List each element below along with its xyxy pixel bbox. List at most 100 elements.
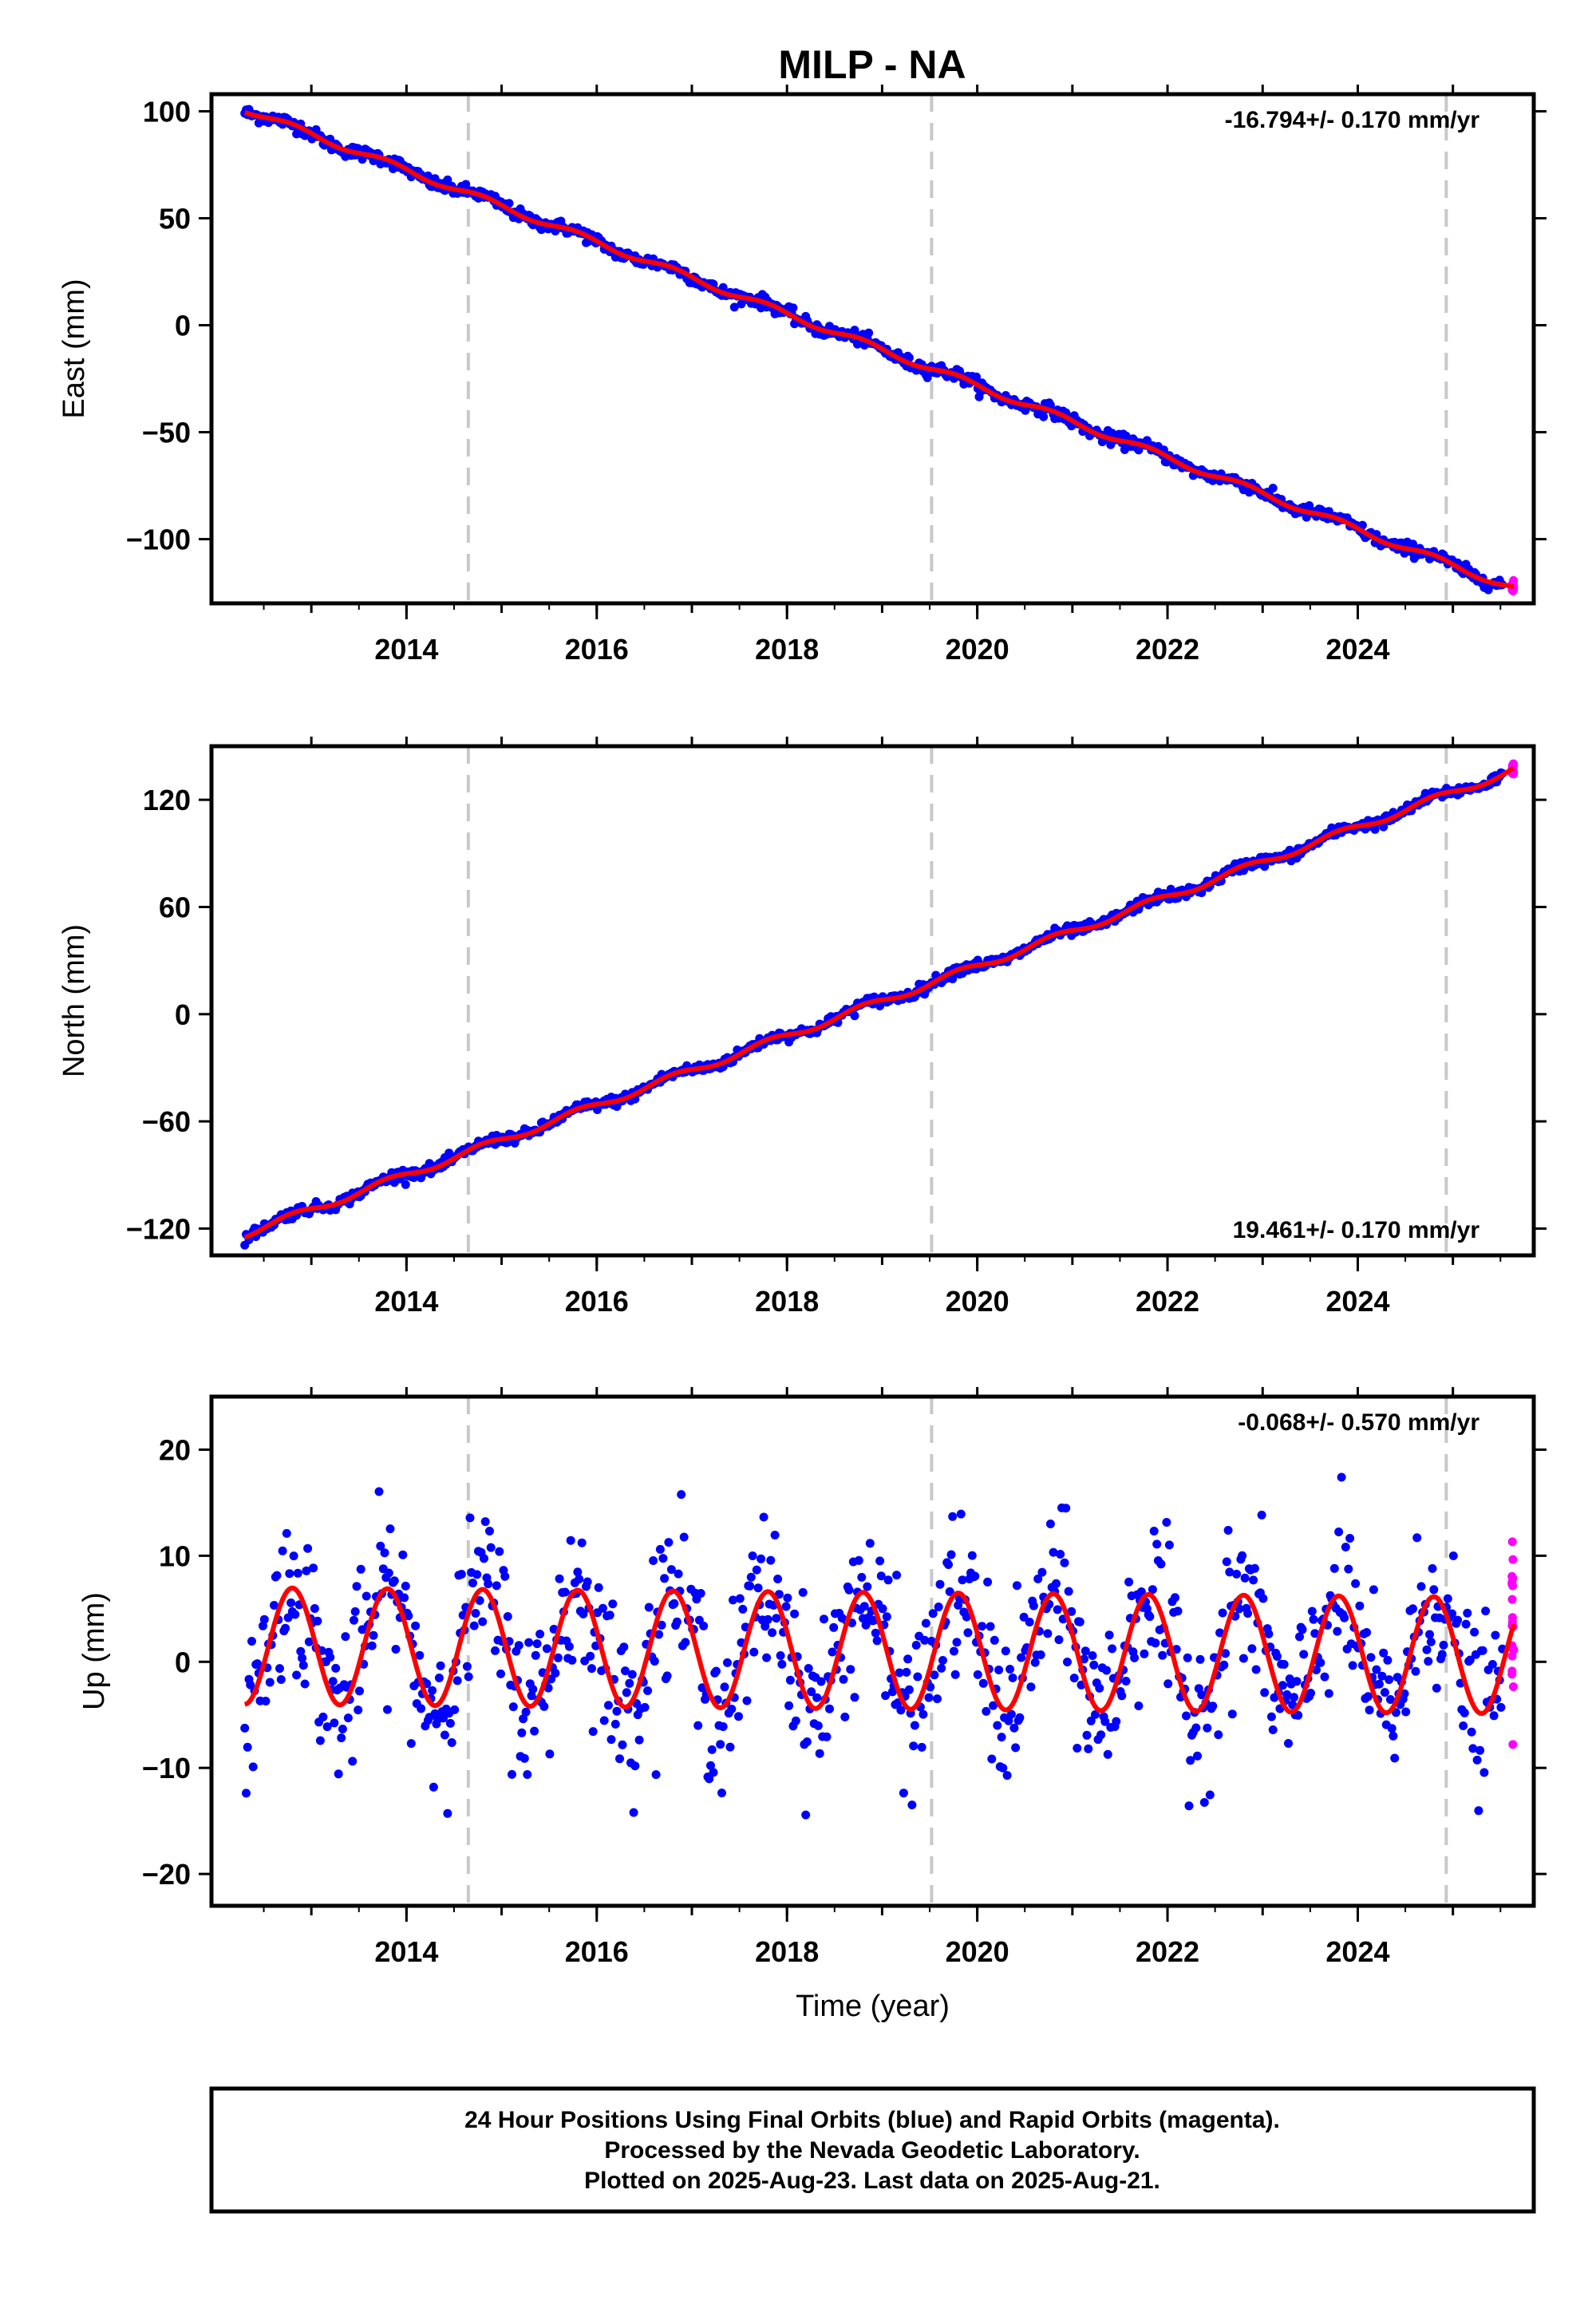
up-final-point bbox=[934, 1603, 943, 1611]
up-final-point bbox=[1496, 1702, 1506, 1712]
up-final-point bbox=[846, 1665, 855, 1674]
up-final-point bbox=[1011, 1743, 1021, 1753]
up-final-point bbox=[450, 1705, 460, 1714]
up-final-point bbox=[480, 1554, 488, 1563]
up-final-point bbox=[1377, 1671, 1387, 1681]
up-final-point bbox=[1247, 1644, 1257, 1654]
up-final-point bbox=[330, 1718, 339, 1728]
up-rapid-point bbox=[1508, 1555, 1518, 1564]
up-final-point bbox=[1329, 1563, 1339, 1573]
up-rapid-point bbox=[1507, 1666, 1517, 1676]
up-final-point bbox=[531, 1650, 540, 1660]
up-final-point bbox=[354, 1705, 363, 1715]
up-final-point bbox=[1448, 1551, 1458, 1560]
up-final-point bbox=[679, 1532, 689, 1542]
up-final-point bbox=[1250, 1563, 1259, 1573]
up-final-point bbox=[773, 1575, 783, 1583]
up-final-point bbox=[350, 1615, 358, 1625]
up-final-point bbox=[783, 1593, 792, 1603]
up-final-point bbox=[1235, 1604, 1244, 1614]
up-final-point bbox=[1163, 1679, 1173, 1689]
up-final-point bbox=[735, 1594, 745, 1603]
up-final-point bbox=[681, 1638, 690, 1647]
up-final-point bbox=[899, 1788, 908, 1798]
up-final-point bbox=[443, 1808, 452, 1818]
up-final-point bbox=[1437, 1650, 1447, 1659]
up-final-point bbox=[530, 1726, 539, 1736]
up-final-point bbox=[1088, 1651, 1097, 1660]
up-final-point bbox=[903, 1654, 913, 1664]
up-final-point bbox=[1369, 1585, 1378, 1595]
up-final-point bbox=[356, 1564, 365, 1574]
up-final-point bbox=[400, 1593, 409, 1603]
up-final-point bbox=[401, 1581, 410, 1591]
up-final-point bbox=[928, 1609, 938, 1618]
up-final-point bbox=[551, 1669, 560, 1678]
up-final-point bbox=[828, 1647, 837, 1657]
east-xtick-label: 2022 bbox=[1136, 633, 1199, 666]
up-final-point bbox=[1391, 1708, 1400, 1717]
up-final-point bbox=[706, 1761, 715, 1770]
up-frame bbox=[209, 1394, 1536, 1908]
up-ytick-label: −20 bbox=[142, 1858, 191, 1891]
up-final-point bbox=[1060, 1558, 1069, 1567]
up-final-point bbox=[545, 1749, 555, 1759]
up-final-point bbox=[978, 1678, 988, 1688]
up-final-point bbox=[768, 1628, 777, 1638]
up-final-point bbox=[1043, 1629, 1053, 1638]
up-final-point bbox=[1096, 1730, 1106, 1740]
up-final-point bbox=[1223, 1526, 1233, 1535]
up-final-point bbox=[1184, 1801, 1194, 1811]
up-final-point bbox=[993, 1721, 1002, 1730]
up-final-point bbox=[575, 1575, 584, 1584]
up-final-point bbox=[1453, 1615, 1463, 1625]
up-final-point bbox=[926, 1682, 935, 1692]
up-final-point bbox=[918, 1709, 928, 1719]
up-final-point bbox=[655, 1544, 665, 1554]
up-final-point bbox=[1067, 1607, 1077, 1616]
up-final-point bbox=[331, 1663, 341, 1673]
up-final-point bbox=[1416, 1582, 1426, 1591]
up-final-point bbox=[950, 1646, 958, 1656]
up-final-point bbox=[1095, 1683, 1104, 1693]
up-final-point bbox=[1380, 1688, 1389, 1697]
up-final-point bbox=[1385, 1675, 1394, 1685]
up-final-point bbox=[1197, 1690, 1207, 1700]
up-final-point bbox=[278, 1546, 287, 1555]
up-final-point bbox=[1439, 1640, 1448, 1650]
up-final-point bbox=[343, 1713, 353, 1723]
up-final-point bbox=[1278, 1681, 1287, 1690]
up-final-point bbox=[566, 1535, 575, 1545]
east-final-point bbox=[972, 372, 981, 381]
up-final-point bbox=[304, 1637, 314, 1646]
up-final-point bbox=[1411, 1666, 1420, 1676]
up-final-point bbox=[660, 1574, 670, 1583]
up-ytick-label: 10 bbox=[159, 1539, 191, 1572]
north-ytick-label: 60 bbox=[159, 891, 191, 923]
up-final-point bbox=[909, 1741, 918, 1751]
up-final-point bbox=[727, 1705, 737, 1713]
up-final-point bbox=[1152, 1539, 1162, 1549]
up-final-point bbox=[475, 1596, 484, 1605]
up-final-point bbox=[871, 1628, 880, 1638]
up-final-point bbox=[921, 1618, 930, 1628]
north-xtick-label: 2020 bbox=[946, 1285, 1009, 1318]
up-final-point bbox=[1355, 1601, 1365, 1611]
up-final-point bbox=[543, 1683, 553, 1693]
up-rapid-point bbox=[1508, 1740, 1518, 1749]
up-final-point bbox=[1266, 1712, 1276, 1721]
north-ytick-label: −60 bbox=[142, 1105, 191, 1138]
footer-line-3: Plotted on 2025-Aug-23. Last data on 202… bbox=[584, 2168, 1160, 2194]
up-xtick-label: 2016 bbox=[565, 1935, 629, 1968]
up-final-point bbox=[1443, 1594, 1452, 1603]
up-final-point bbox=[1309, 1614, 1318, 1624]
up-final-point bbox=[1472, 1755, 1482, 1765]
up-final-point bbox=[248, 1762, 258, 1772]
up-final-point bbox=[604, 1701, 613, 1710]
up-final-point bbox=[496, 1669, 505, 1678]
up-final-point bbox=[1487, 1660, 1497, 1669]
up-final-point bbox=[486, 1543, 496, 1552]
up-final-point bbox=[986, 1622, 995, 1631]
up-final-point bbox=[644, 1603, 654, 1612]
